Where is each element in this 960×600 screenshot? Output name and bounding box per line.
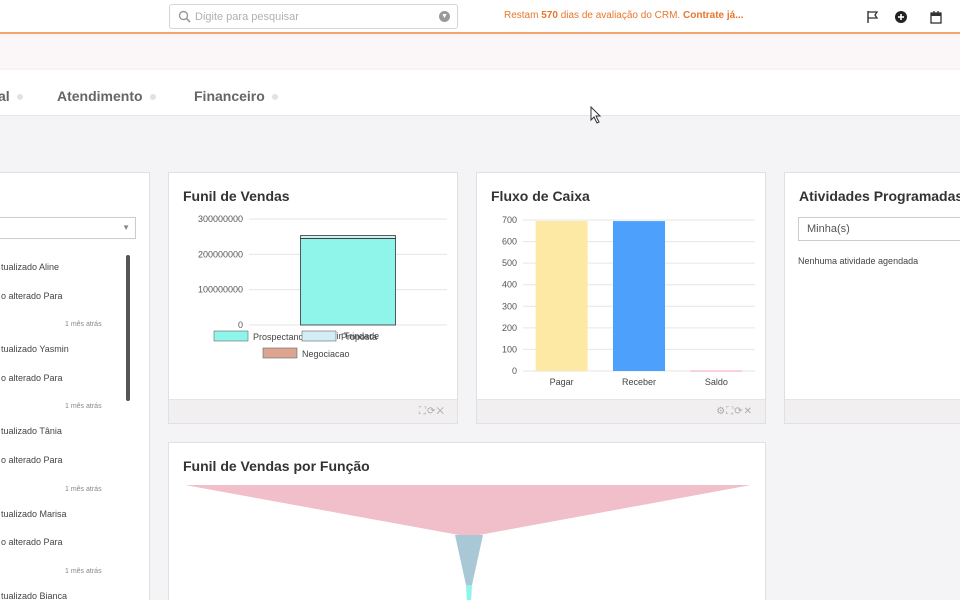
y-tick-label: 100: [502, 344, 517, 354]
y-tick-label: 500: [502, 258, 517, 268]
funnel-chart: [185, 485, 751, 600]
funnel-segment-bottom: [466, 585, 472, 600]
funnel-segment-top: [185, 485, 751, 535]
feed-item-text: o alterado Para: [1, 291, 63, 301]
mouse-cursor-icon: [590, 106, 602, 124]
tab-dot-icon: [149, 94, 156, 101]
widget-tools-icon[interactable]: ⚙⛶⟳✕: [716, 406, 753, 417]
y-tick-label: 300000000: [198, 214, 243, 224]
feed-item-title: tualizado Marisa: [1, 509, 67, 519]
chevron-down-icon[interactable]: ▼: [439, 11, 450, 22]
y-tick-label: 300: [502, 301, 517, 311]
widget-footer: ⚙⛶⟳✕: [477, 399, 765, 423]
feed-scrollbar[interactable]: [126, 255, 130, 401]
tab-label: al: [0, 88, 10, 104]
x-tick-label: Pagar: [550, 377, 574, 387]
bar-receber: [613, 221, 665, 371]
y-tick-label: 0: [238, 320, 243, 330]
legend-swatch: [262, 347, 298, 359]
tab-label: Atendimento: [57, 88, 143, 104]
x-tick-label: Saldo: [705, 377, 728, 387]
y-tick-label: 0: [512, 366, 517, 376]
trial-suffix: dias de avaliação do CRM.: [557, 10, 683, 21]
feed-item-text: o alterado Para: [1, 455, 63, 465]
y-tick-label: 700: [502, 215, 517, 225]
fluxo-caixa-chart: 700 600 500 400 300 200 100 0 Pagar Receber Saldo: [502, 215, 755, 387]
feed-item-title: tualizado Aline: [1, 262, 60, 272]
feed-item-time: 1 mês atrás: [65, 568, 102, 575]
tab-financeiro[interactable]: Financeiro: [194, 88, 278, 104]
feed-item-title: tualizado Yasmin: [1, 344, 69, 354]
funil-funcao-widget: Funil de Vendas por Função: [168, 442, 766, 600]
trial-notice: Restam 570 dias de avaliação do CRM. Con…: [504, 10, 744, 21]
legend-swatch: [213, 330, 249, 342]
atividades-filter-select[interactable]: Minha(s): [798, 217, 960, 241]
plus-circle-icon[interactable]: [893, 9, 909, 25]
tab-dot-icon: [16, 94, 23, 101]
empty-message: Nenhuma atividade agendada: [798, 256, 919, 266]
flag-icon[interactable]: [865, 9, 881, 25]
widget-title: Fluxo de Caixa: [491, 188, 590, 204]
legend-label: Prospectando: [253, 332, 309, 342]
feed-item-text: o alterado Para: [1, 537, 63, 547]
legend-swatch: [301, 330, 337, 342]
feed-item-title: tualizado Tânia: [1, 426, 62, 436]
activity-feed-widget: ▼ tualizado Aline o alterado Para 1 mês …: [0, 172, 150, 600]
funnel-segment-middle: [455, 535, 483, 585]
fluxo-caixa-widget: Fluxo de Caixa 700 600 500 400 300 200 100 0 Pag…: [476, 172, 766, 424]
feed-item-time: 1 mês atrás: [65, 486, 102, 493]
trial-days: 570: [541, 10, 558, 21]
funil-vendas-chart: 300000000 200000000 100000000 0 Valmir Trind…: [198, 214, 447, 359]
bar-pagar: [535, 221, 588, 371]
caret-down-icon: ▼: [122, 223, 130, 232]
x-tick-label: Valmir Trindade: [317, 331, 379, 341]
y-tick-label: 600: [502, 237, 517, 247]
calendar-icon[interactable]: [928, 9, 944, 25]
top-bar: Digite para pesquisar ▼ Restam 570 dias …: [0, 0, 960, 34]
bar-saldo: [690, 370, 743, 372]
x-tick-label: Receber: [622, 377, 656, 387]
widget-footer: ⛶⟳✕: [169, 399, 457, 423]
bar-prospectando: [300, 238, 396, 326]
legend-label: Proposta: [341, 332, 377, 342]
y-tick-label: 200: [502, 323, 517, 333]
tab-label: Financeiro: [194, 88, 265, 104]
legend-label: Negociacao: [302, 349, 350, 359]
dashboard-tabs: al Atendimento Financeiro: [0, 70, 960, 116]
feed-item-time: 1 mês atrás: [65, 321, 102, 328]
contract-link[interactable]: Contrate já...: [683, 10, 744, 21]
feed-item-time: 1 mês atrás: [65, 403, 102, 410]
feed-filter-select[interactable]: ▼: [0, 217, 136, 239]
widget-footer: [785, 399, 960, 423]
widget-title: Funil de Vendas por Função: [183, 458, 370, 474]
funil-vendas-widget: Funil de Vendas 300000000 200000000 100000…: [168, 172, 458, 424]
search-input[interactable]: Digite para pesquisar: [195, 11, 299, 23]
header-band: [0, 36, 960, 68]
widget-title: Funil de Vendas: [183, 188, 290, 204]
search-icon: [178, 10, 191, 23]
trial-prefix: Restam: [504, 10, 542, 21]
y-tick-label: 400: [502, 280, 517, 290]
feed-item-text: o alterado Para: [1, 373, 63, 383]
widget-title: Atividades Programadas: [799, 188, 960, 204]
widget-tools-icon[interactable]: ⛶⟳✕: [419, 406, 445, 417]
feed-item-title: tualizado Bianca: [1, 591, 68, 600]
tab-geral[interactable]: al: [0, 88, 23, 104]
tab-atendimento[interactable]: Atendimento: [57, 88, 156, 104]
bar-proposta: [300, 235, 396, 239]
y-tick-label: 200000000: [198, 249, 243, 259]
tab-dot-icon: [271, 94, 278, 101]
atividades-widget: Atividades Programadas Minha(s) Nenhuma …: [784, 172, 960, 424]
search-box[interactable]: Digite para pesquisar ▼: [169, 4, 458, 29]
y-tick-label: 100000000: [198, 285, 243, 295]
